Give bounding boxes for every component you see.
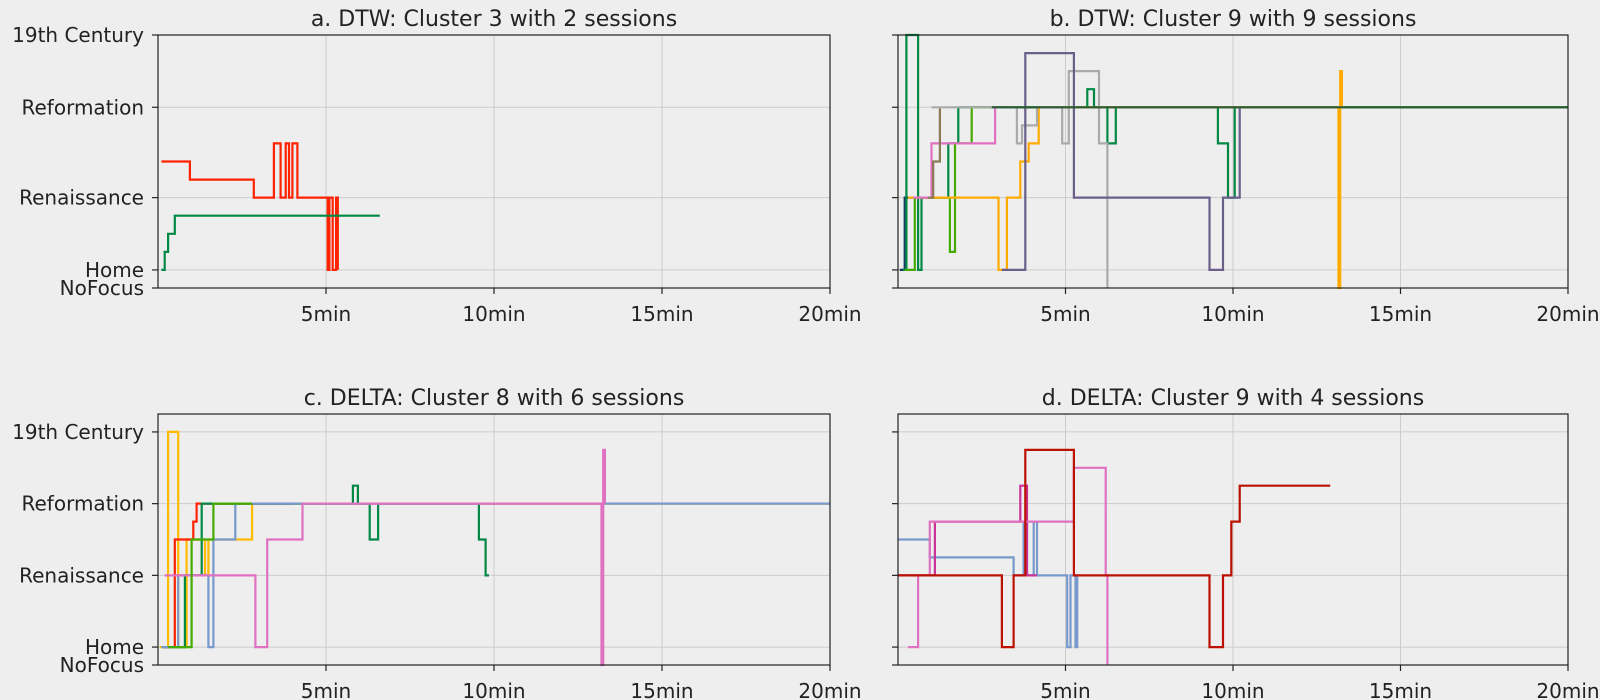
x-tick-label: 5min <box>301 302 351 326</box>
series-line-session-6 <box>928 107 941 199</box>
y-tick-label: Home <box>85 635 144 659</box>
x-tick-label: 20min <box>1536 679 1599 700</box>
y-tick-label: 19th Century <box>12 420 144 444</box>
panel-d: 5min 10min 15min 20min d. DELTA: Cluster 9 w… <box>892 386 1600 700</box>
panel-title: a. DTW: Cluster 3 with 2 sessions <box>311 7 677 32</box>
series-line-session-2 <box>903 33 1568 271</box>
x-tick-label: 5min <box>1040 679 1090 700</box>
y-tick-label: NoFocus <box>60 653 144 677</box>
series-line-session-5 <box>164 448 606 667</box>
panel-title: c. DELTA: Cluster 8 with 6 sessions <box>304 386 685 411</box>
series-line-session-4 <box>898 448 1331 649</box>
panel-title: b. DTW: Cluster 9 with 9 sessions <box>1050 7 1417 32</box>
x-tick-label: 20min <box>1536 302 1599 326</box>
series-line-session-1 <box>161 142 339 271</box>
series-line-session-2 <box>161 214 380 271</box>
series-line-session-6 <box>168 502 253 649</box>
panel-b: 5min 10min 15min 20min b. DTW: Cluster 9 wit… <box>892 7 1600 326</box>
x-tick-label: 5min <box>301 679 351 700</box>
x-tick-label: 15min <box>630 679 693 700</box>
y-tick-label: Reformation <box>22 95 145 119</box>
y-tick-label: Home <box>85 258 144 282</box>
y-tick-label: Renaissance <box>19 186 144 210</box>
x-tick-label: 10min <box>462 302 525 326</box>
panel-title: d. DELTA: Cluster 9 with 4 sessions <box>1042 386 1424 411</box>
x-tick-label: 15min <box>1369 679 1432 700</box>
series-line-session-4 <box>161 502 830 649</box>
x-tick-label: 20min <box>798 302 861 326</box>
x-tick-label: 10min <box>462 679 525 700</box>
x-tick-label: 15min <box>1369 302 1432 326</box>
x-tick-label: 10min <box>1201 679 1264 700</box>
x-tick-label: 10min <box>1201 302 1264 326</box>
series-line-session-5 <box>913 107 997 199</box>
y-tick-label: 19th Century <box>12 23 144 47</box>
y-tick-label: NoFocus <box>60 276 144 300</box>
y-tick-label: Renaissance <box>19 563 144 587</box>
series-line-session-8 <box>1001 52 1241 271</box>
x-tick-label: 15min <box>630 302 693 326</box>
x-tick-label: 5min <box>1040 302 1090 326</box>
y-tick-label: Reformation <box>22 492 145 516</box>
x-tick-label: 20min <box>798 679 861 700</box>
series-line-session-3 <box>904 106 1568 271</box>
series-line-session-2 <box>163 502 293 649</box>
